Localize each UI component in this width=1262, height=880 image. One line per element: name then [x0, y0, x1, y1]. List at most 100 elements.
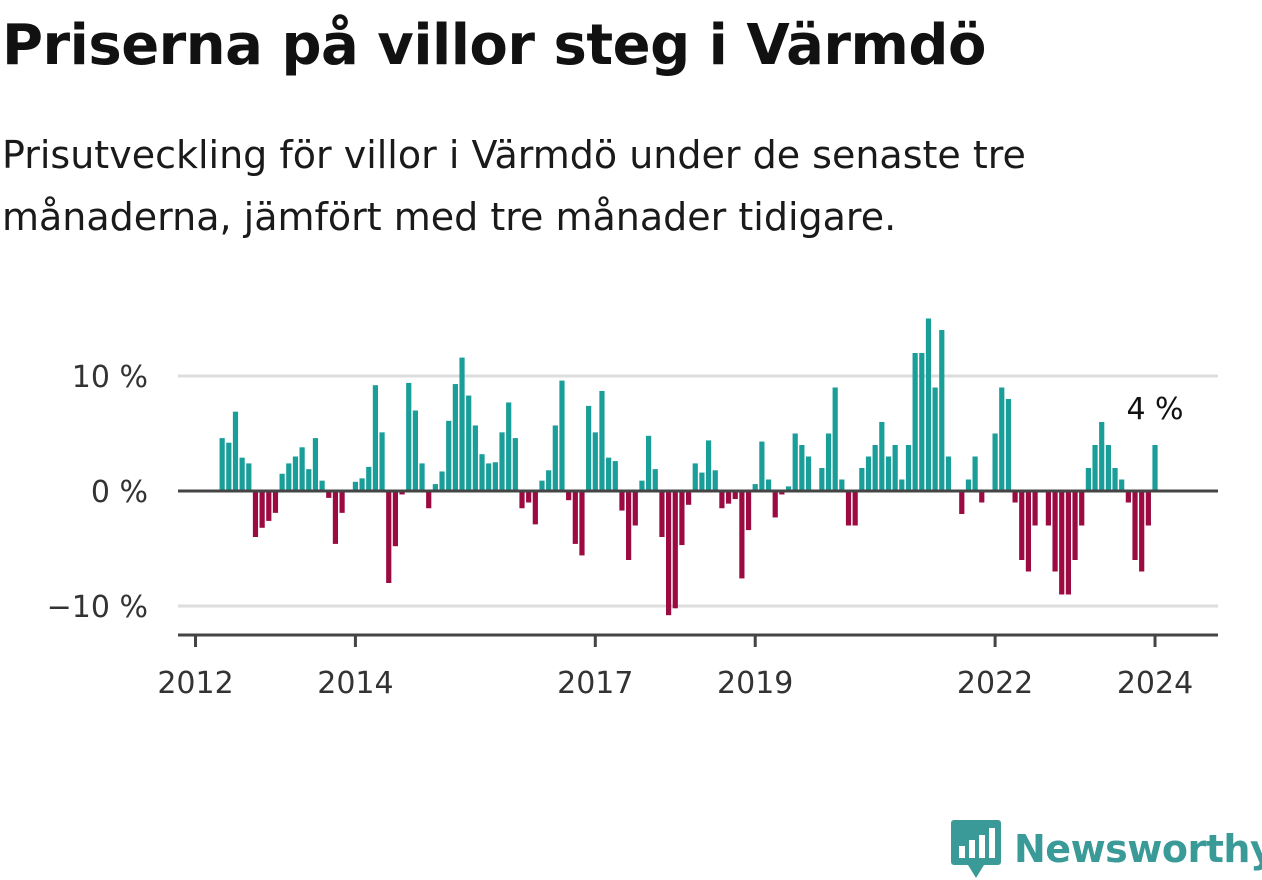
x-tick-label: 2022 [957, 666, 1033, 701]
bar [1092, 445, 1098, 491]
bar [632, 491, 638, 526]
newsworthy-logo-icon [951, 820, 1001, 878]
bar [832, 387, 838, 491]
bar [266, 491, 272, 521]
bar [379, 432, 385, 491]
bar [1045, 491, 1052, 526]
bar [852, 491, 858, 526]
bar [499, 432, 505, 491]
x-tick-label: 2017 [557, 666, 633, 701]
bar [392, 491, 398, 547]
bar [299, 447, 305, 491]
y-axis-labels: 10 % 0 % −10 % [47, 360, 148, 625]
bar [646, 435, 652, 491]
bar [792, 433, 798, 491]
bar [885, 456, 892, 491]
bar [1052, 491, 1058, 572]
bar [466, 395, 472, 491]
bar [286, 463, 292, 491]
x-tick-label: 2024 [1117, 666, 1193, 701]
bar [1059, 491, 1065, 595]
bar [232, 411, 239, 491]
bar [386, 491, 392, 583]
bar [1119, 479, 1125, 491]
bar [739, 491, 745, 579]
bar [592, 432, 598, 491]
bar [759, 441, 765, 491]
bar [692, 463, 698, 491]
bar [359, 478, 365, 491]
bar [899, 479, 905, 491]
bar [979, 491, 985, 503]
bar [999, 387, 1005, 491]
bar [872, 445, 878, 491]
bar [532, 491, 538, 525]
bar [452, 384, 458, 491]
bar [599, 390, 605, 491]
bar [785, 486, 792, 491]
bar [1145, 491, 1151, 526]
bar [765, 479, 772, 491]
last-value-label: 4 % [1126, 392, 1183, 427]
bar [506, 402, 512, 491]
y-tick-label: 0 % [91, 475, 148, 510]
gridlines [178, 374, 1218, 608]
bar [672, 491, 678, 609]
bar [892, 445, 898, 491]
bar [1112, 468, 1118, 491]
bar [492, 462, 498, 491]
bar [959, 491, 965, 514]
bar [945, 456, 952, 491]
bar [992, 433, 998, 491]
bar [306, 469, 312, 491]
bar [725, 491, 732, 504]
bar [226, 442, 232, 491]
bar [399, 491, 405, 495]
bar [626, 491, 632, 560]
bar [1012, 491, 1018, 503]
bar [446, 420, 452, 491]
bar [472, 425, 478, 491]
bar [512, 438, 518, 491]
bar [552, 425, 558, 491]
bar [319, 480, 325, 491]
bar [1125, 491, 1131, 503]
bar [699, 472, 705, 491]
bar [326, 491, 332, 498]
bar [1005, 399, 1012, 491]
bar [659, 491, 665, 537]
chart-title: Priserna på villor steg i Värmdö [2, 13, 986, 78]
bar [606, 457, 612, 491]
bar [1105, 445, 1111, 491]
x-tick-label: 2014 [317, 666, 393, 701]
bar [939, 330, 945, 491]
bar [352, 481, 359, 491]
bar [712, 470, 718, 491]
bar [919, 353, 925, 491]
bar [1019, 491, 1025, 560]
bar [972, 456, 978, 491]
bar [1072, 491, 1078, 560]
bar [905, 445, 912, 491]
bar [219, 438, 225, 491]
bar [1065, 491, 1071, 595]
bar [666, 491, 672, 616]
bar [292, 456, 299, 491]
bar [586, 405, 592, 491]
bar [339, 491, 345, 513]
bar [406, 382, 412, 491]
bar [859, 468, 865, 491]
bar [705, 440, 712, 491]
y-tick-label: 10 % [72, 360, 148, 395]
bar [772, 491, 778, 518]
bar [1132, 491, 1138, 560]
bar [572, 491, 578, 544]
bar [1139, 491, 1145, 572]
bar [732, 491, 738, 500]
bar [779, 491, 785, 495]
x-tick-label: 2012 [157, 666, 233, 701]
bar [459, 357, 465, 491]
bar [1085, 468, 1091, 491]
bar [272, 491, 279, 513]
bar [679, 491, 685, 546]
